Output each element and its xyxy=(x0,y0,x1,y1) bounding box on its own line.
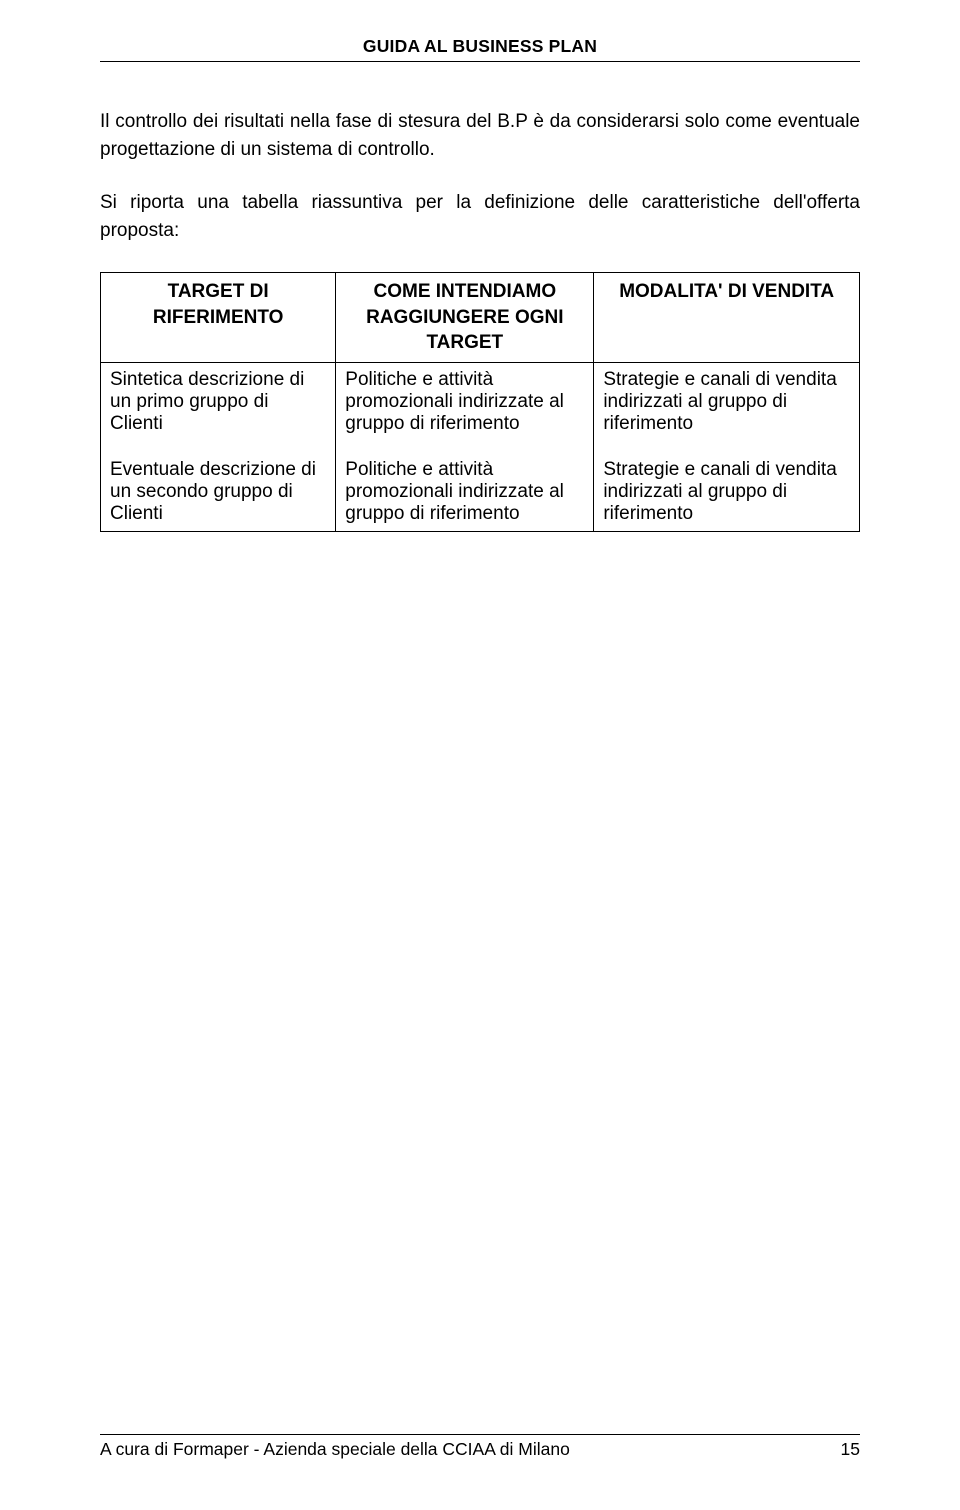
table-header-row: TARGET DI RIFERIMENTO COME INTENDIAMO RA… xyxy=(101,273,860,363)
page: GUIDA AL BUSINESS PLAN Il controllo dei … xyxy=(0,0,960,1510)
table-header-1: TARGET DI RIFERIMENTO xyxy=(101,273,336,363)
table-cell: Sintetica descrizione di un primo gruppo… xyxy=(101,363,336,532)
footer-left: A cura di Formaper - Azienda speciale de… xyxy=(100,1439,570,1460)
cell-text: Sintetica descrizione di un primo gruppo… xyxy=(110,369,326,435)
footer-page-number: 15 xyxy=(841,1439,860,1460)
row-spacer xyxy=(345,435,584,459)
body-text: Il controllo dei risultati nella fase di… xyxy=(100,108,860,244)
cell-text: Strategie e canali di vendita indirizzat… xyxy=(603,459,850,525)
header-title: GUIDA AL BUSINESS PLAN xyxy=(100,36,860,62)
table-cell: Politiche e attività promozionali indiri… xyxy=(336,363,594,532)
table-header-3: MODALITA' DI VENDITA xyxy=(594,273,860,363)
table-header-2: COME INTENDIAMO RAGGIUNGERE OGNI TARGET xyxy=(336,273,594,363)
cell-text: Eventuale descrizione di un secondo grup… xyxy=(110,459,326,525)
footer-line: A cura di Formaper - Azienda speciale de… xyxy=(100,1434,860,1460)
cell-text: Politiche e attività promozionali indiri… xyxy=(345,459,584,525)
row-spacer xyxy=(110,435,326,459)
footer: A cura di Formaper - Azienda speciale de… xyxy=(100,1434,860,1460)
table-row: Sintetica descrizione di un primo gruppo… xyxy=(101,363,860,532)
target-table: TARGET DI RIFERIMENTO COME INTENDIAMO RA… xyxy=(100,272,860,532)
cell-text: Politiche e attività promozionali indiri… xyxy=(345,369,584,435)
row-spacer xyxy=(603,435,850,459)
intro-paragraph-1: Il controllo dei risultati nella fase di… xyxy=(100,108,860,163)
intro-paragraph-2: Si riporta una tabella riassuntiva per l… xyxy=(100,189,860,244)
cell-text: Strategie e canali di vendita indirizzat… xyxy=(603,369,850,435)
table-cell: Strategie e canali di vendita indirizzat… xyxy=(594,363,860,532)
